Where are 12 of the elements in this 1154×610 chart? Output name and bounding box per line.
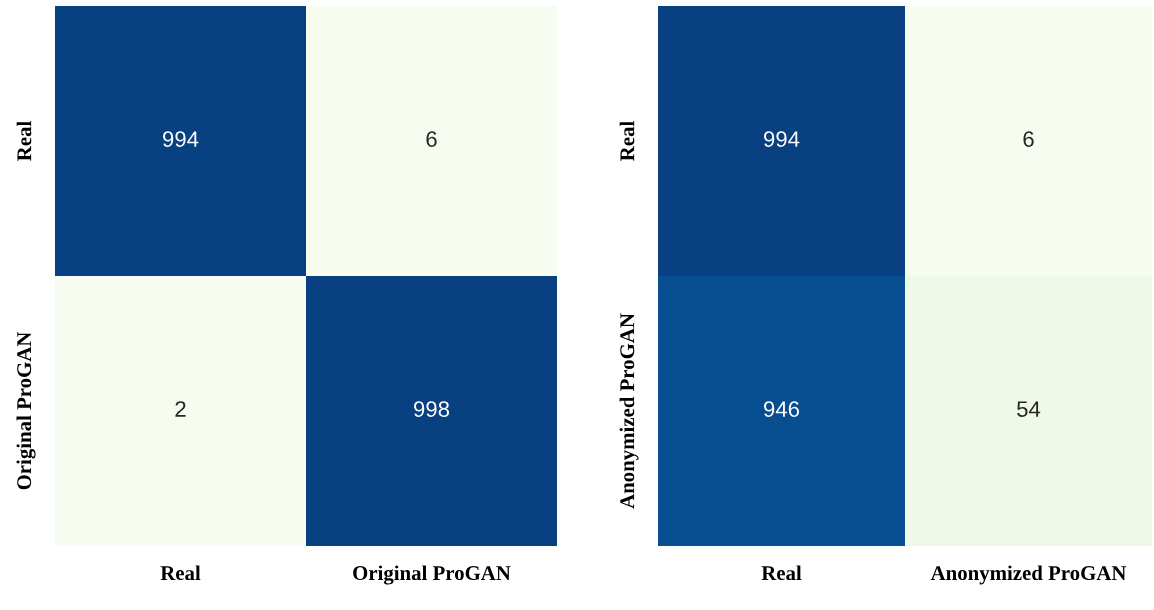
data-label: 998 bbox=[414, 401, 450, 417]
data-label: 2 bbox=[175, 401, 186, 417]
data-label: 994 bbox=[163, 131, 199, 147]
x-tick-label: Anonymized ProGAN bbox=[930, 565, 1127, 585]
x-tick-label: Real bbox=[761, 565, 802, 581]
x-tick-label: Original ProGAN bbox=[353, 565, 511, 585]
data-label: 6 bbox=[426, 131, 437, 147]
data-label: 54 bbox=[1017, 401, 1041, 417]
data-label: 6 bbox=[1023, 131, 1034, 147]
data-label: 994 bbox=[764, 131, 800, 147]
x-tick-label: Real bbox=[160, 565, 201, 581]
data-label: 946 bbox=[764, 401, 800, 417]
